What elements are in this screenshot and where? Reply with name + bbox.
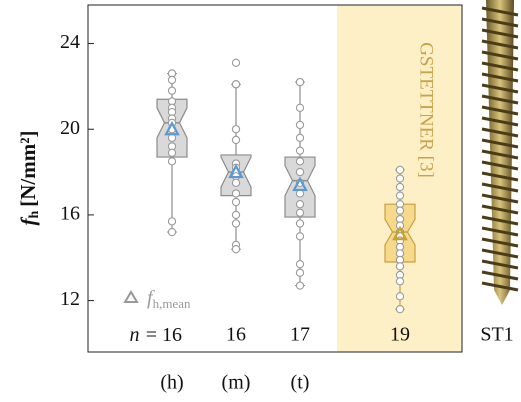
y-tick-label: 12 bbox=[60, 288, 80, 310]
x-tick-label: (h) bbox=[160, 372, 183, 394]
data-point bbox=[296, 282, 303, 289]
data-point bbox=[396, 175, 403, 182]
y-tick-label: 24 bbox=[60, 31, 80, 53]
data-point bbox=[296, 233, 303, 240]
y-tick-label: 16 bbox=[60, 203, 80, 225]
legend: fh,mean bbox=[125, 287, 191, 311]
y-axis-label: fh[N/mm²] bbox=[16, 130, 42, 225]
data-point bbox=[232, 246, 239, 253]
data-point bbox=[296, 147, 303, 154]
data-point bbox=[168, 218, 175, 225]
n-label: 19 bbox=[390, 324, 410, 346]
data-point bbox=[168, 87, 175, 94]
data-point bbox=[296, 104, 303, 111]
data-point bbox=[232, 220, 239, 227]
data-point bbox=[396, 293, 403, 300]
data-point bbox=[232, 198, 239, 205]
screw-image bbox=[482, 0, 518, 305]
y-label-sub: h bbox=[27, 211, 42, 219]
data-point bbox=[296, 269, 303, 276]
data-point bbox=[296, 261, 303, 268]
data-point bbox=[232, 136, 239, 143]
legend-symbol: fh,mean bbox=[147, 287, 191, 311]
data-point bbox=[396, 306, 403, 313]
data-point bbox=[232, 81, 239, 88]
y-label-unit: [N/mm²] bbox=[16, 130, 40, 206]
data-point bbox=[168, 158, 175, 165]
data-point bbox=[232, 59, 239, 66]
data-point bbox=[168, 149, 175, 156]
data-point bbox=[232, 211, 239, 218]
data-point bbox=[296, 158, 303, 165]
data-point bbox=[296, 134, 303, 141]
x-tick-label: (m) bbox=[222, 372, 251, 394]
n-label: n =16 bbox=[130, 324, 183, 346]
data-point bbox=[168, 76, 175, 83]
x-tick-label: (t) bbox=[291, 372, 310, 394]
data-point bbox=[232, 126, 239, 133]
n-value: 16 bbox=[162, 324, 182, 346]
data-point bbox=[296, 220, 303, 227]
legend-sub: h,mean bbox=[153, 296, 191, 311]
data-point bbox=[296, 168, 303, 175]
data-point bbox=[168, 228, 175, 235]
highlight-label: GSTETTNER [3] bbox=[416, 42, 437, 178]
data-point bbox=[396, 192, 403, 199]
data-point bbox=[296, 201, 303, 208]
data-point bbox=[296, 121, 303, 128]
data-point bbox=[296, 79, 303, 86]
data-point bbox=[396, 278, 403, 285]
n-label: 17 bbox=[290, 324, 310, 346]
data-point bbox=[396, 207, 403, 214]
legend-marker bbox=[125, 292, 137, 302]
data-point bbox=[232, 179, 239, 186]
image-label: ST1 bbox=[480, 324, 513, 346]
n-label: 16 bbox=[226, 324, 246, 346]
data-point bbox=[296, 209, 303, 216]
y-tick-label: 20 bbox=[60, 117, 80, 139]
chart: GSTETTNER [3] fh[N/mm²] fh,mean ST1 1216… bbox=[0, 0, 521, 402]
data-point bbox=[396, 166, 403, 173]
data-point bbox=[232, 190, 239, 197]
data-point bbox=[396, 263, 403, 270]
n-prefix: n = bbox=[130, 324, 159, 346]
data-point bbox=[396, 183, 403, 190]
